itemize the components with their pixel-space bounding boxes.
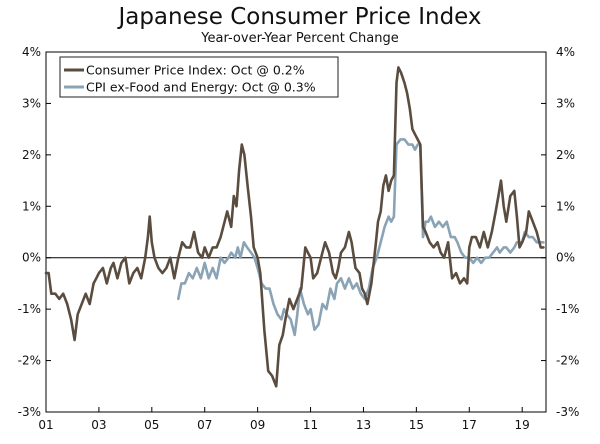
y-tick-label-left: 0% [22,251,41,265]
legend-box [59,56,339,98]
plot-frame [45,51,547,413]
x-tick-label: 11 [303,418,318,432]
y-tick-label-right: -1% [556,302,579,316]
y-tick-label-left: 3% [22,96,41,110]
y-tick-label-left: 2% [22,148,41,162]
y-tick-label-left: 1% [22,199,41,213]
x-tick-label: 17 [462,418,477,432]
x-tick-label: 19 [515,418,530,432]
legend-label-cpi: Consumer Price Index: Oct @ 0.2% [86,63,305,78]
y-tick-label-right: 2% [556,148,575,162]
x-tick-label: 03 [91,418,106,432]
y-tick-label-right: 3% [556,96,575,110]
x-tick-label: 01 [38,418,53,432]
y-tick-label-left: -1% [18,302,41,316]
chart-subtitle: Year-over-Year Percent Change [201,31,399,46]
y-tick-label-right: -3% [556,405,579,419]
x-tick-label: 09 [250,418,265,432]
series-line-cpi [44,66,545,388]
y-tick-label-left: -3% [18,405,41,419]
y-tick-label-left: -2% [18,354,41,368]
series-line-core [177,138,545,337]
x-tick-label: 13 [356,418,371,432]
legend-label-core: CPI ex-Food and Energy: Oct @ 0.3% [86,80,316,95]
y-tick-label-left: 4% [22,45,41,59]
chart-title: Japanese Consumer Price Index [118,4,482,30]
x-tick-label: 15 [409,418,424,432]
y-tick-label-right: 4% [556,45,575,59]
y-tick-label-right: 0% [556,251,575,265]
y-tick-label-right: 1% [556,199,575,213]
x-tick-label: 05 [144,418,159,432]
y-tick-label-right: -2% [556,354,579,368]
x-tick-label: 07 [197,418,212,432]
